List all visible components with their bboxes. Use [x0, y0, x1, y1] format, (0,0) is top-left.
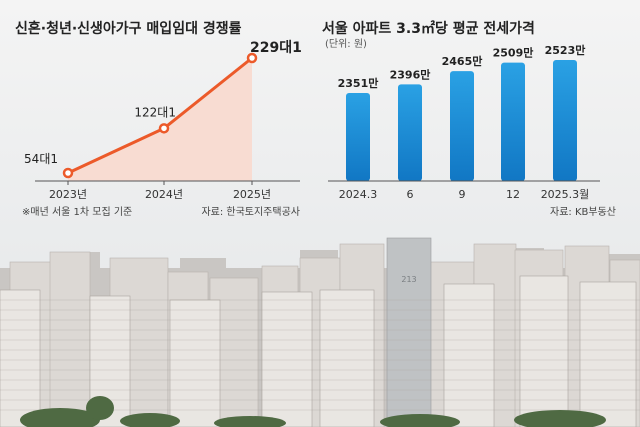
- line-point: [158, 123, 170, 134]
- bar-x-tick-label: 2024.3: [339, 188, 378, 201]
- bar-value-label: 2351만: [338, 76, 379, 90]
- line-x-tick-label: 2025년: [233, 188, 271, 201]
- building-number-sign: 213: [401, 275, 416, 284]
- bar-value-label: 2396만: [390, 67, 431, 81]
- apartment-photo: 213: [0, 237, 640, 427]
- line-x-tick-label: 2024년: [145, 188, 183, 201]
- bar-chart-unit: (단위: 원): [325, 37, 367, 50]
- bar-x-tick-label: 6: [407, 188, 414, 201]
- line-chart-title: 신혼·청년·신생아가구 매입임대 경쟁률: [15, 20, 242, 37]
- bar: [553, 60, 577, 181]
- bar-chart-source: 자료: KB부동산: [550, 206, 616, 218]
- line-value-label: 122대1: [134, 105, 176, 119]
- bar-value-label: 2523만: [545, 43, 586, 57]
- bar-chart-title: 서울 아파트 3.3㎡당 평균 전세가격: [322, 20, 535, 37]
- line-x-tick-label: 2023년: [49, 188, 87, 201]
- line-chart-plot: 54대1 2023년 122대1 2024년 229대1 2025년: [24, 40, 302, 201]
- bar: [398, 84, 422, 181]
- line-value-label: 54대1: [24, 152, 58, 166]
- line-chart-footnote: ※매년 서울 1차 모집 기준: [22, 206, 132, 218]
- bar-value-label: 2465만: [442, 54, 483, 68]
- line-chart-source: 자료: 한국토지주택공사: [201, 206, 300, 218]
- bar: [450, 71, 474, 181]
- bar-x-tick-label: 9: [459, 188, 466, 201]
- bar-value-label: 2509만: [493, 46, 534, 60]
- competition-rate-line-chart: 신혼·청년·신생아가구 매입임대 경쟁률 54대1 2023년 122대1 2024년…: [15, 20, 302, 218]
- bar-chart-plot: 2351만 2024.3 2396만 6 2465만 9 2509만 12 2523만 2025.…: [338, 43, 590, 201]
- line-point: [62, 167, 74, 179]
- bar-x-tick-label: 12: [506, 188, 520, 201]
- line-value-label: 229대1: [250, 40, 302, 56]
- jeonse-price-bar-chart: 서울 아파트 3.3㎡당 평균 전세가격 (단위: 원) 2351만 2024.3…: [322, 20, 616, 218]
- bar: [501, 62, 525, 181]
- bar: [346, 93, 370, 181]
- bar-x-tick-label: 2025.3월: [541, 188, 590, 201]
- line-area-fill: [68, 58, 252, 181]
- line-point: [246, 52, 258, 64]
